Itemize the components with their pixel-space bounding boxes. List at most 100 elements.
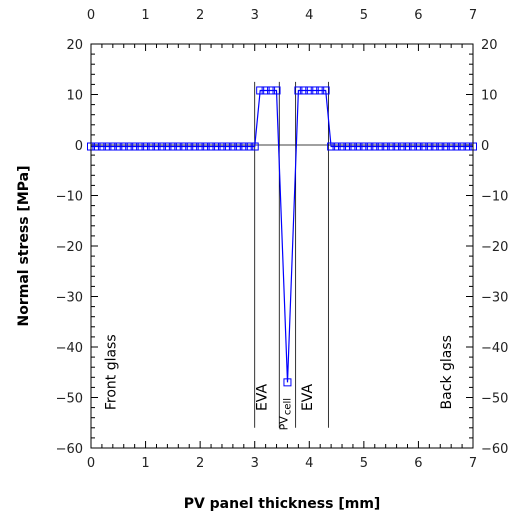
- data-point-marker: [392, 142, 401, 151]
- data-point-marker: [196, 142, 205, 151]
- series-line: [91, 89, 473, 383]
- data-point-marker: [332, 142, 341, 151]
- x-tick-label-top: 2: [196, 8, 204, 23]
- y-tick-label-right: −50: [481, 392, 508, 407]
- x-tick-label-top: 7: [469, 8, 477, 23]
- data-point-marker: [130, 142, 139, 151]
- data-point-marker: [217, 142, 226, 151]
- x-tick-label-top: 1: [141, 8, 149, 23]
- series-markers: [87, 86, 477, 387]
- data-point-marker: [97, 142, 106, 151]
- data-point-marker: [141, 142, 150, 151]
- data-point-marker: [447, 142, 456, 151]
- data-point-marker: [441, 142, 450, 151]
- layer-label: Back glass: [439, 335, 455, 409]
- y-tick-label-right: −60: [481, 442, 508, 457]
- y-tick-label-right: 10: [481, 89, 498, 104]
- data-point-marker: [365, 142, 374, 151]
- data-point-marker: [348, 142, 357, 151]
- y-tick-label-right: 0: [481, 139, 489, 154]
- data-point-marker: [103, 142, 112, 151]
- y-tick-label-left: −60: [56, 442, 83, 457]
- data-point-marker: [119, 142, 128, 151]
- data-point-marker: [190, 142, 199, 151]
- data-point-marker: [261, 86, 270, 95]
- data-point-marker: [185, 142, 194, 151]
- data-point-marker: [163, 142, 172, 151]
- data-point-marker: [272, 86, 281, 95]
- data-point-marker: [403, 142, 412, 151]
- data-point-marker: [108, 142, 117, 151]
- data-point-marker: [283, 378, 292, 387]
- data-point-marker: [419, 142, 428, 151]
- data-point-marker: [310, 86, 319, 95]
- axis-ticks: [90, 43, 474, 449]
- data-point-marker: [245, 142, 254, 151]
- layer-label: PVcell: [277, 398, 293, 430]
- x-tick-label-bottom: 3: [251, 456, 259, 471]
- x-tick-label-bottom: 6: [414, 456, 422, 471]
- data-point-marker: [256, 86, 265, 95]
- data-point-marker: [136, 142, 145, 151]
- data-point-marker: [321, 86, 330, 95]
- data-point-marker: [168, 142, 177, 151]
- plot-frame: [90, 43, 474, 449]
- data-point-marker: [234, 142, 243, 151]
- data-point-marker: [147, 142, 156, 151]
- y-tick-label-right: −20: [481, 240, 508, 255]
- data-point-marker: [376, 142, 385, 151]
- data-point-marker: [414, 142, 423, 151]
- data-point-marker: [370, 142, 379, 151]
- x-tick-label-bottom: 5: [360, 456, 368, 471]
- y-tick-label-right: −30: [481, 291, 508, 306]
- layer-labels: Front glass EVA PVcell EVA Back glass: [104, 334, 456, 430]
- data-point-marker: [299, 86, 308, 95]
- layer-dividers: [254, 81, 329, 428]
- data-point-marker: [343, 142, 352, 151]
- x-tick-label-bottom: 7: [469, 456, 477, 471]
- data-point-marker: [179, 142, 188, 151]
- data-point-marker: [152, 142, 161, 151]
- data-point-marker: [223, 142, 232, 151]
- data-point-marker: [267, 86, 276, 95]
- layer-label: Front glass: [104, 334, 120, 410]
- layer-label: EVA: [300, 384, 316, 412]
- data-point-marker: [436, 142, 445, 151]
- x-tick-label-bottom: 0: [87, 456, 95, 471]
- data-point-marker: [398, 142, 407, 151]
- y-tick-label-left: −30: [56, 291, 83, 306]
- x-tick-label-bottom: 2: [196, 456, 204, 471]
- data-point-marker: [114, 142, 123, 151]
- y-tick-label-left: −10: [56, 190, 83, 205]
- y-tick-label-left: 10: [66, 89, 83, 104]
- x-tick-label-top: 0: [87, 8, 95, 23]
- y-tick-label-left: 20: [66, 38, 83, 53]
- x-tick-label-top: 5: [360, 8, 368, 23]
- x-axis-title: PV panel thickness [mm]: [184, 496, 381, 512]
- data-point-marker: [174, 142, 183, 151]
- y-tick-label-right: −10: [481, 190, 508, 205]
- data-point-marker: [207, 142, 216, 151]
- data-point-marker: [381, 142, 390, 151]
- data-point-marker: [92, 142, 101, 151]
- data-point-marker: [305, 86, 314, 95]
- tick-labels: 0 0 1 1 2 2 3 3 4 4 5 5 6 6 7 7 20 20 10 10 0 0 −10 −10 −20 −20 −3…: [56, 8, 509, 471]
- x-tick-label-top: 3: [251, 8, 259, 23]
- data-point-marker: [408, 142, 417, 151]
- data-point-marker: [359, 142, 368, 151]
- y-tick-label-left: −20: [56, 240, 83, 255]
- y-tick-label-left: −50: [56, 392, 83, 407]
- x-tick-label-top: 6: [414, 8, 422, 23]
- data-point-marker: [458, 142, 467, 151]
- y-tick-label-right: 20: [481, 38, 498, 53]
- data-point-marker: [157, 142, 166, 151]
- data-point-marker: [239, 142, 248, 151]
- x-tick-label-top: 4: [305, 8, 313, 23]
- data-point-marker: [250, 142, 259, 151]
- data-point-marker: [228, 142, 237, 151]
- data-point-marker: [430, 142, 439, 151]
- data-point-marker: [201, 142, 210, 151]
- data-point-marker: [125, 142, 134, 151]
- data-point-marker: [316, 86, 325, 95]
